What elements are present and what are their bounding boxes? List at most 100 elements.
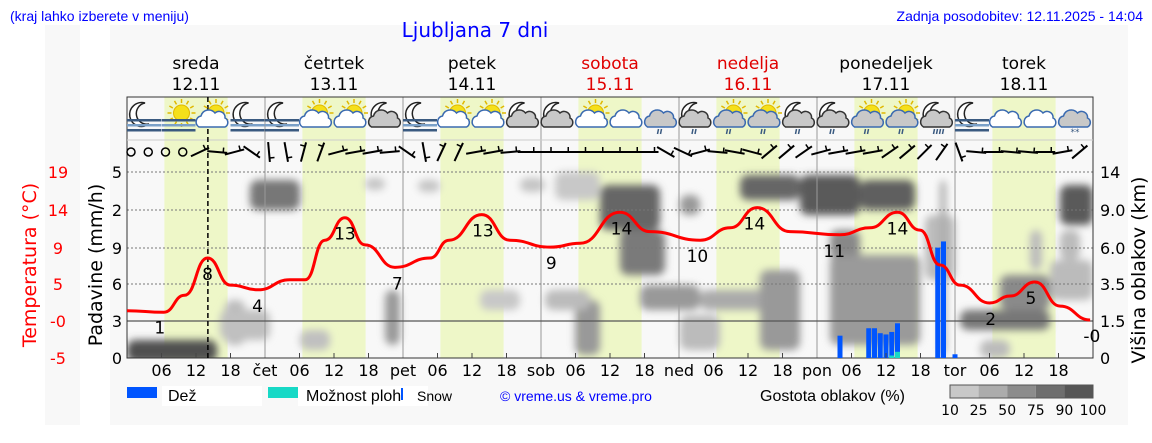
cloud-density-patch	[385, 290, 400, 345]
density-scale-tick: 75	[1027, 403, 1045, 419]
day-abbr-tick: pon	[802, 361, 832, 380]
moon-fog-icon	[403, 101, 437, 132]
hour-tick-label: 06	[979, 361, 999, 380]
temperature-extreme-label: 14	[611, 219, 633, 239]
day-name: ponedeljek	[839, 54, 933, 74]
hour-tick-label: 12	[186, 361, 206, 380]
calm-wind-icon	[178, 147, 188, 157]
precipitation-tick: 0	[112, 349, 122, 368]
temperature-extreme-label: 2	[985, 310, 996, 330]
hour-tick-label: 12	[876, 361, 896, 380]
cloud-density-patch	[680, 195, 700, 215]
wind-barb-icon	[483, 145, 504, 155]
day-date: 18.11	[1000, 75, 1049, 95]
wind-barb-icon	[742, 148, 762, 156]
day-abbr-tick: ned	[664, 361, 694, 380]
legend-rain-swatch	[127, 387, 157, 398]
wind-barb-icon	[1017, 147, 1039, 154]
hour-tick-label: 12	[738, 361, 758, 380]
cloud-density-patch	[555, 172, 600, 200]
temperature-extreme-label: 13	[334, 225, 356, 245]
precipitation-bar	[872, 328, 877, 358]
moon-fog-icon	[127, 101, 161, 132]
hour-tick-label: 12	[324, 361, 344, 380]
wind-barb-icon	[569, 147, 590, 153]
precipitation-bar	[877, 333, 883, 358]
temperature-tick: 14	[48, 201, 68, 220]
moon-fog-icon	[265, 101, 299, 132]
wind-barb-icon	[1000, 147, 1021, 154]
cloud-density-patch	[1060, 185, 1093, 225]
cloud-density-patch	[1030, 230, 1042, 270]
wind-barb-icon	[379, 146, 400, 154]
wind-barb-icon	[862, 145, 883, 155]
wind-barb-icon	[604, 147, 624, 153]
cloud-height-tick: 0	[1100, 349, 1110, 368]
precipitation-axis-label: Padavine (mm/h)	[85, 184, 107, 347]
wind-barb-icon	[586, 147, 607, 153]
cloud-density-patch	[620, 230, 665, 275]
sun-cloud-icon	[471, 99, 506, 128]
density-scale-tick: 25	[970, 403, 988, 419]
wind-barb-icon	[638, 147, 659, 153]
wind-barb-icon	[1071, 143, 1089, 160]
moon-cloud-rain-icon	[816, 101, 850, 135]
wind-barb-icon	[398, 145, 416, 159]
day-abbr-tick: čet	[253, 361, 278, 380]
hour-tick-label: 06	[841, 361, 861, 380]
cloud-density-patch	[545, 290, 590, 310]
temperature-extreme-label: 1	[154, 319, 165, 339]
day-name: torek	[1002, 54, 1046, 74]
hour-tick-label: 06	[427, 361, 447, 380]
density-scale-tick: 100	[1080, 403, 1107, 419]
wind-barb-icon	[552, 147, 573, 153]
wind-barb-icon	[778, 143, 795, 160]
svg-text:**: **	[1071, 128, 1081, 138]
wind-barb-icon	[935, 143, 949, 161]
hour-tick-label: 18	[496, 361, 516, 380]
wind-barb-icon	[794, 144, 813, 159]
temperature-extreme-label: 13	[472, 222, 494, 242]
sun-cloud-icon	[574, 99, 610, 128]
wind-barb-icon	[621, 147, 642, 153]
hour-tick-label: 12	[600, 361, 620, 380]
wind-barb-icon	[242, 145, 261, 159]
precipitation-tick: 3	[112, 312, 122, 331]
credit-link[interactable]: © vreme.us & vreme.pro	[500, 388, 652, 404]
precipitation-tick: 9	[112, 239, 122, 258]
wind-barb-icon	[453, 142, 464, 162]
cloud-height-tick: 9.0	[1100, 201, 1125, 220]
location-hint[interactable]: (kraj lahko izberete v meniju)	[10, 8, 189, 24]
cloud-icon	[1023, 109, 1057, 128]
wind-barb-icon	[436, 142, 447, 162]
wind-barb-icon	[190, 144, 210, 158]
cloud-density-patch	[960, 310, 1050, 330]
legend-rain-bg	[162, 386, 262, 406]
temperature-line	[126, 206, 1091, 322]
temperature-extreme-label: 10	[687, 247, 709, 267]
calm-wind-icon	[126, 147, 136, 157]
wind-barb-icon	[207, 147, 228, 154]
cloud-snow-icon: **	[1057, 109, 1092, 138]
showers-bar	[895, 351, 900, 358]
cloud-density-patch	[830, 255, 920, 345]
cloud-density-patch	[127, 340, 217, 358]
legend-rain-label: Dež	[168, 388, 196, 405]
axis-gap	[80, 25, 110, 425]
legend: Dež Možnost ploh Snow © vreme.us & vreme…	[127, 384, 1107, 419]
hour-tick-label: 06	[565, 361, 585, 380]
cloud-height-axis-label: Višina oblakov (km)	[1128, 177, 1150, 364]
cloud-density-patch	[800, 175, 860, 215]
day-date: 16.11	[724, 75, 773, 95]
precipitation-bar	[952, 354, 958, 358]
cloud-density-patch	[980, 340, 1010, 358]
cloud-rain-icon	[643, 109, 678, 135]
precipitation-tick: 5	[112, 163, 122, 182]
hour-tick-label: 18	[772, 361, 792, 380]
cloud-density-patch	[1060, 230, 1080, 260]
wind-barb-icon	[724, 147, 745, 155]
hour-tick-label: 06	[151, 361, 171, 380]
moon-cloud-heavy-rain-icon	[919, 101, 954, 135]
sun-cloud-icon	[333, 99, 368, 128]
temperature-tick: -0	[50, 312, 66, 331]
